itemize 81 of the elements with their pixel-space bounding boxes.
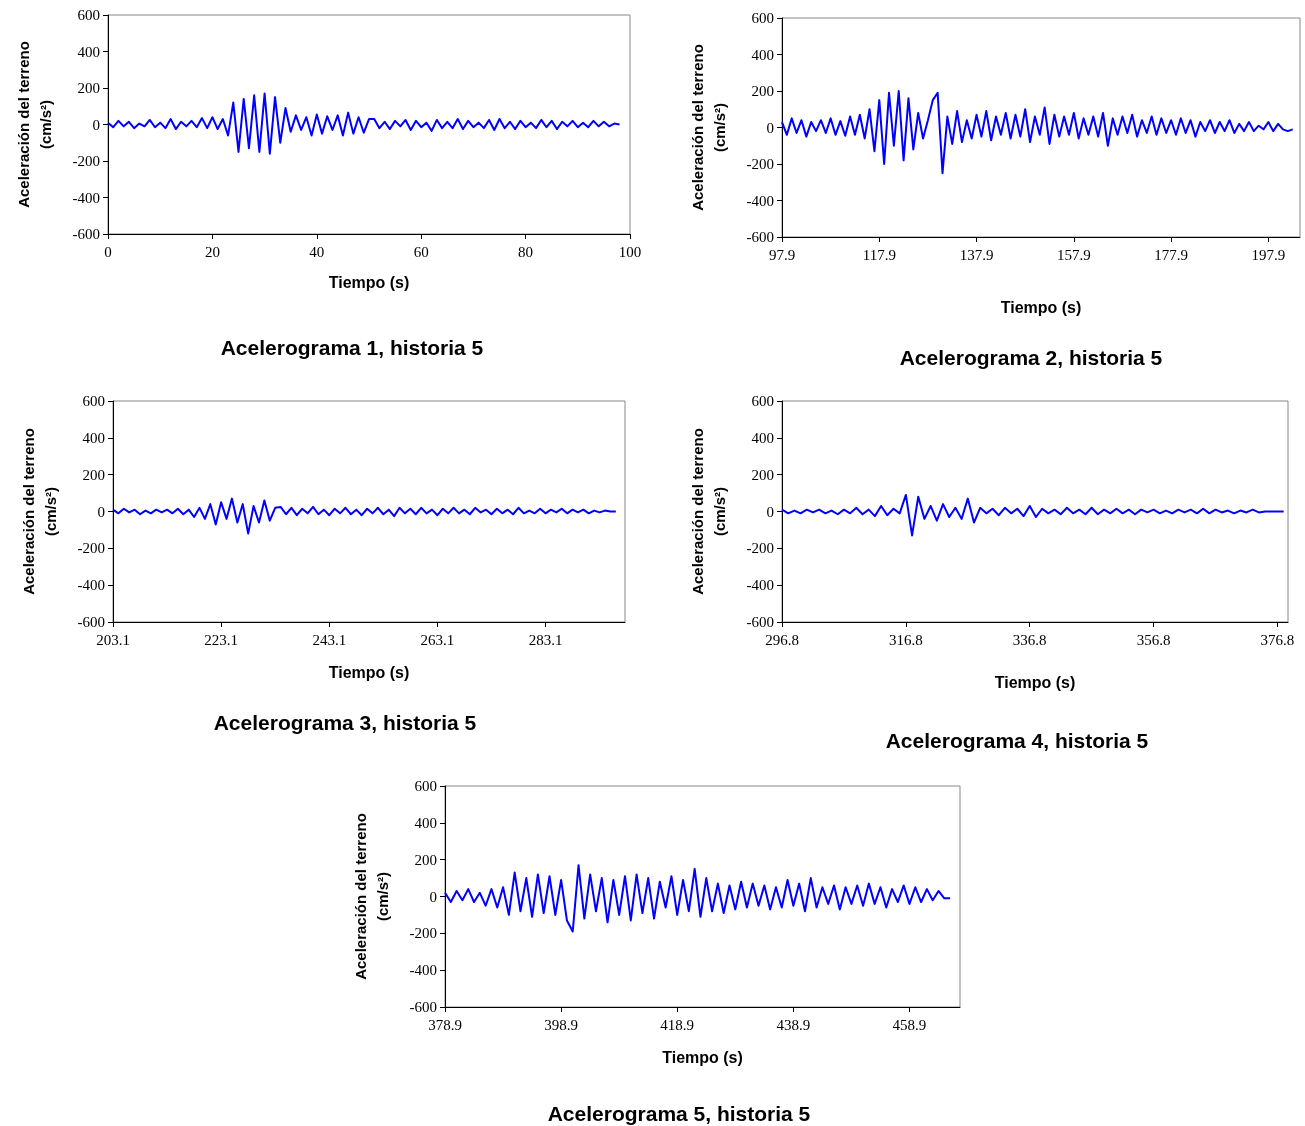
y-tick-label: 200 — [751, 83, 774, 99]
y-axis-title: Aceleración del terreno (cm/s²) — [14, 41, 54, 208]
y-tick-label: 400 — [751, 46, 774, 63]
x-tick-label: 20 — [204, 243, 220, 260]
text: Acelerograma 2, historia 5 — [899, 346, 1163, 369]
y-tick-label: -600 — [409, 999, 437, 1015]
y-tick-label: 400 — [414, 814, 437, 831]
line-series — [781, 493, 1285, 537]
x-tick-label: 223.1 — [204, 631, 239, 648]
text: Acelerograma 1, historia 5 — [220, 336, 484, 359]
y-tick-label: -200 — [746, 540, 774, 557]
x-tick-label: 100 — [618, 243, 642, 260]
line-series — [112, 497, 617, 535]
x-tick-label: 283.1 — [528, 631, 563, 648]
y-tick-label: -200 — [72, 153, 100, 169]
y-tick-label: 200 — [77, 80, 100, 96]
y-tick-label: 600 — [414, 778, 437, 794]
y-tick-label: 600 — [77, 7, 100, 23]
y-axis-title: Aceleración del terreno (cm/s²) — [688, 44, 728, 211]
x-tick-label: 137.9 — [959, 246, 994, 263]
x-tick-label: 177.9 — [1154, 246, 1188, 263]
y-tick-label: 600 — [82, 393, 105, 409]
y-axis-title: Aceleración del terreno (cm/s²) — [351, 813, 391, 980]
x-axis-title: Tiempo (s) — [662, 1048, 743, 1066]
x-tick-label: 458.9 — [892, 1016, 927, 1033]
x-tick-label: 398.9 — [544, 1016, 578, 1033]
x-tick-label: 243.1 — [312, 631, 347, 648]
y-tick-label: -400 — [409, 962, 437, 979]
y-tick-label: 200 — [414, 851, 437, 868]
y-tick-label: -400 — [746, 192, 774, 209]
x-tick-label: 117.9 — [862, 246, 896, 263]
x-tick-label: 60 — [413, 243, 429, 260]
y-tick-label: -400 — [77, 577, 105, 594]
y-tick-label: 0 — [97, 503, 105, 520]
x-tick-label: 40 — [309, 243, 325, 260]
x-tick-label: 197.9 — [1251, 246, 1286, 263]
x-tick-label: 356.8 — [1136, 631, 1171, 648]
text: Acelerograma 5, historia 5 — [547, 1102, 811, 1125]
line-series — [444, 864, 952, 933]
y-tick-label: 200 — [82, 466, 105, 483]
y-tick-label: -600 — [746, 614, 774, 630]
y-tick-label: -200 — [409, 925, 437, 942]
x-axis-title: Tiempo (s) — [994, 673, 1076, 691]
y-axis-title: Aceleración del terreno (cm/s²) — [688, 428, 728, 595]
x-axis-title: Tiempo (s) — [328, 273, 410, 291]
y-tick-label: -200 — [77, 540, 105, 557]
y-tick-label: -400 — [72, 189, 100, 206]
x-axis-title: Tiempo (s) — [328, 663, 410, 681]
y-tick-label: 0 — [92, 116, 100, 133]
x-tick-label: 80 — [518, 243, 534, 260]
x-tick-label: 157.9 — [1056, 246, 1091, 263]
y-axis-title: Aceleración del terreno (cm/s²) — [19, 428, 59, 595]
x-tick-label: 263.1 — [420, 631, 455, 648]
text: Acelerograma 3, historia 5 — [213, 711, 477, 734]
x-tick-label: 316.8 — [888, 631, 923, 648]
y-tick-label: 400 — [77, 43, 100, 60]
y-tick-label: -400 — [746, 577, 774, 594]
y-tick-label: -200 — [746, 156, 774, 172]
y-tick-label: 600 — [751, 10, 774, 26]
y-tick-label: 400 — [82, 429, 105, 446]
x-axis-title: Tiempo (s) — [1000, 298, 1082, 316]
x-tick-label: 418.9 — [660, 1016, 695, 1033]
y-tick-label: 0 — [766, 503, 774, 520]
line-series — [781, 90, 1294, 175]
y-tick-label: 0 — [429, 888, 437, 905]
text: Acelerograma 4, historia 5 — [885, 729, 1149, 752]
x-tick-label: 296.8 — [765, 631, 799, 648]
y-tick-label: 0 — [766, 119, 774, 136]
line-series — [107, 92, 621, 155]
x-tick-label: 336.8 — [1012, 631, 1047, 648]
x-tick-label: 438.9 — [776, 1016, 811, 1033]
y-tick-label: -600 — [746, 229, 774, 245]
x-tick-label: 378.9 — [428, 1016, 462, 1033]
x-tick-label: 97.9 — [768, 246, 796, 263]
y-tick-label: 400 — [751, 429, 774, 446]
y-tick-label: 200 — [751, 466, 774, 483]
y-tick-label: -600 — [77, 614, 105, 630]
x-tick-label: 376.8 — [1260, 631, 1295, 648]
x-tick-label: 203.1 — [96, 631, 130, 648]
y-tick-label: 600 — [751, 393, 774, 409]
y-tick-label: -600 — [72, 226, 100, 242]
